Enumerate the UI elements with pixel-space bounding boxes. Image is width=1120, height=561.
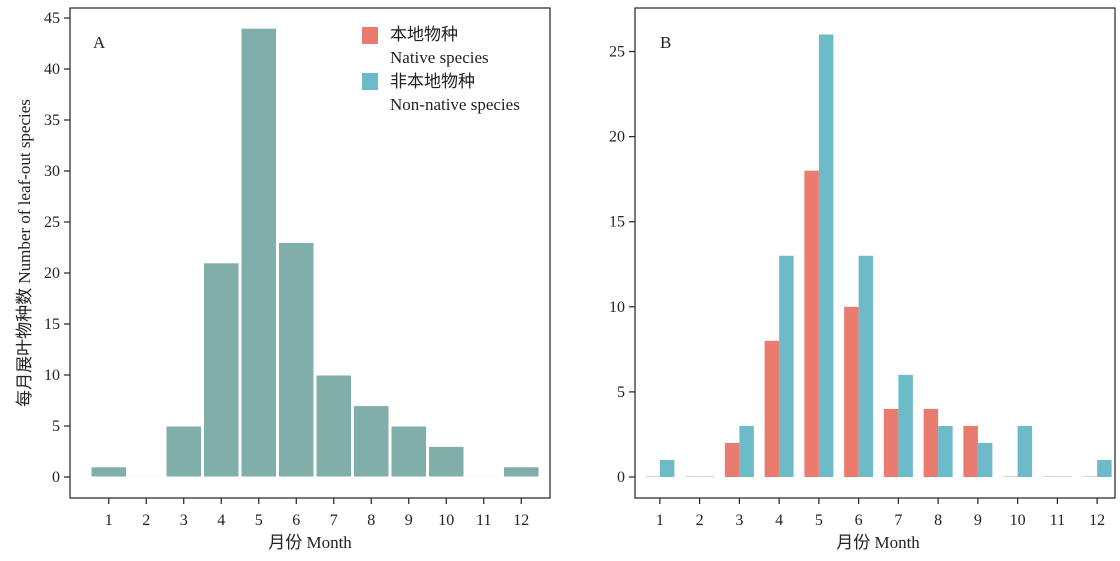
bar-b-nonnative-month-10 (1018, 426, 1033, 477)
bar-b-nonnative-month-5 (819, 35, 834, 477)
bar-a-month-11 (466, 476, 502, 477)
a-x-tick-label: 3 (180, 512, 188, 529)
b-x-tick-label: 1 (656, 512, 664, 529)
a-x-tick-label: 9 (405, 512, 413, 529)
legend-label-nonnative-en: Non-native species (390, 95, 520, 114)
a-y-tick-label: 5 (52, 418, 60, 435)
b-x-tick-label: 9 (974, 512, 982, 529)
b-x-tick-label: 12 (1089, 512, 1105, 529)
a-y-tick-label: 45 (44, 10, 60, 27)
a-x-tick-label: 11 (476, 512, 491, 529)
bar-b-native-month-2 (685, 476, 700, 477)
b-x-tick-label: 11 (1050, 512, 1065, 529)
a-y-tick-label: 0 (52, 469, 60, 486)
bar-a-month-7 (316, 375, 352, 477)
a-x-tick-label: 5 (255, 512, 263, 529)
legend-label-nonnative-zh: 非本地物种 (390, 72, 475, 91)
a-y-tick-label: 30 (44, 163, 60, 180)
b-x-tick-label: 8 (934, 512, 942, 529)
b-x-tick-label: 10 (1010, 512, 1026, 529)
y-ticks-a: 0 5 10 15 20 25 30 35 40 45 (44, 10, 70, 486)
a-y-tick-label: 20 (44, 265, 60, 282)
b-x-tick-label: 7 (894, 512, 902, 529)
bar-a-month-1 (91, 467, 127, 477)
bar-b-native-month-10 (1003, 476, 1018, 477)
a-y-tick-label: 25 (44, 214, 60, 231)
a-x-tick-label: 10 (438, 512, 454, 529)
b-y-tick-label: 25 (609, 44, 625, 61)
bar-b-nonnative-month-12 (1097, 460, 1112, 477)
bar-b-nonnative-month-9 (978, 443, 993, 477)
x-ticks-b: 1 2 3 4 5 6 7 8 9 10 11 12 (656, 498, 1105, 529)
panel-label-b: B (660, 33, 671, 52)
a-x-tick-label: 7 (330, 512, 338, 529)
bar-b-native-month-3 (725, 443, 740, 477)
y-axis-title-a: 每月展叶物种数 Number of leaf-out species (15, 99, 34, 407)
bar-b-nonnative-month-1 (660, 460, 675, 477)
bar-b-native-month-4 (765, 341, 780, 477)
bar-b-native-month-11 (1043, 476, 1058, 477)
y-ticks-b: 0 5 10 15 20 25 (609, 44, 635, 486)
bar-b-native-month-5 (804, 171, 819, 477)
bar-a-month-2 (129, 476, 165, 477)
bar-b-nonnative-month-4 (779, 256, 794, 477)
b-x-tick-label: 4 (775, 512, 783, 529)
b-x-tick-label: 2 (696, 512, 704, 529)
bar-b-native-month-7 (884, 409, 899, 477)
bar-a-month-4 (204, 263, 240, 477)
x-ticks-a: 1 2 3 4 5 6 7 8 9 10 11 12 (105, 498, 530, 529)
a-y-tick-label: 40 (44, 61, 60, 78)
b-x-tick-label: 3 (735, 512, 743, 529)
legend-label-native-zh: 本地物种 (390, 25, 458, 44)
bar-a-month-9 (391, 426, 427, 477)
bar-b-native-month-8 (924, 409, 939, 477)
bars-b (645, 35, 1111, 477)
x-axis-title-a: 月份 Month (268, 533, 352, 552)
a-y-tick-label: 10 (44, 367, 60, 384)
bar-b-nonnative-month-7 (898, 375, 913, 477)
a-y-tick-label: 15 (44, 316, 60, 333)
a-x-tick-label: 6 (292, 512, 300, 529)
legend-swatch-nonnative (362, 73, 378, 90)
bar-b-native-month-9 (963, 426, 978, 477)
bar-b-nonnative-month-6 (859, 256, 874, 477)
bar-b-nonnative-month-8 (938, 426, 953, 477)
a-x-tick-label: 2 (142, 512, 150, 529)
x-axis-title-b: 月份 Month (836, 533, 920, 552)
b-x-tick-label: 5 (815, 512, 823, 529)
bar-b-native-month-6 (844, 307, 859, 477)
bar-a-month-5 (241, 28, 277, 477)
b-y-tick-label: 20 (609, 129, 625, 146)
a-x-tick-label: 12 (513, 512, 529, 529)
panel-label-a: A (93, 33, 106, 52)
bar-a-month-3 (166, 426, 202, 477)
b-y-tick-label: 15 (609, 214, 625, 231)
bar-b-native-month-12 (1083, 476, 1098, 477)
a-x-tick-label: 8 (367, 512, 375, 529)
b-y-tick-label: 10 (609, 299, 625, 316)
b-y-tick-label: 5 (617, 384, 625, 401)
legend-swatch-native (362, 27, 378, 44)
a-y-tick-label: 35 (44, 112, 60, 129)
bar-b-nonnative-month-2 (700, 476, 715, 477)
b-y-tick-label: 0 (617, 469, 625, 486)
a-x-tick-label: 4 (217, 512, 225, 529)
bar-a-month-12 (504, 467, 540, 477)
bar-b-native-month-1 (645, 476, 660, 477)
bar-a-month-6 (279, 242, 315, 477)
legend-label-native-en: Native species (390, 48, 489, 67)
bar-b-nonnative-month-3 (739, 426, 754, 477)
a-x-tick-label: 1 (105, 512, 113, 529)
b-x-tick-label: 6 (855, 512, 863, 529)
legend: 本地物种 Native species 非本地物种 Non-native spe… (362, 25, 520, 114)
bar-a-month-8 (354, 406, 390, 477)
bar-a-month-10 (429, 446, 465, 477)
plot-frame-b (635, 8, 1115, 498)
bar-b-nonnative-month-11 (1057, 476, 1072, 477)
